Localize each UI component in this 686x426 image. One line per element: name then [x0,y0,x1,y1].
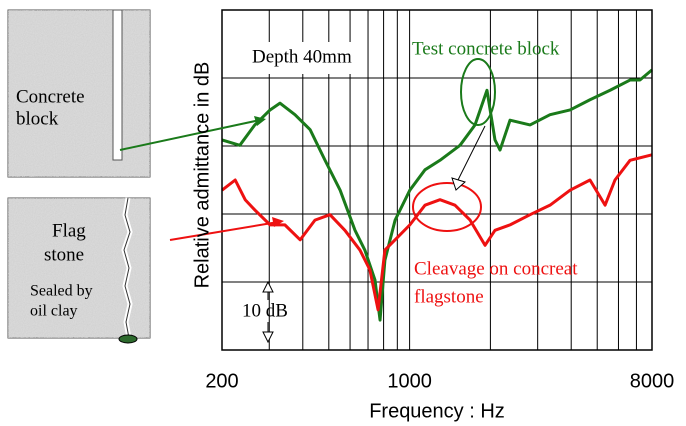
plot [221,68,653,322]
diagram-flagstone: Flag stone Sealed by oil clay [7,197,151,344]
annotation: Depth 40mm [252,46,352,67]
x-tick-label: 8000 [630,370,675,392]
diagram-label: Concrete [16,86,85,107]
annotation: flagstone [414,286,484,307]
x-tick-label: 1000 [387,370,432,392]
x-axis-label: Frequency : Hz [369,400,505,422]
annotation: Cleavage on concreat [414,258,578,279]
plot-frame [221,9,653,351]
x-tick-label: 200 [205,370,238,392]
annotation: Test concrete block [412,38,560,59]
series-line [221,153,653,312]
diagram-label: Flag [52,220,86,241]
y-axis-label: Relative admittance in dB [191,62,213,289]
annotation-shapes [119,42,496,344]
diagram-label: Sealed by [30,283,93,300]
diagram-label: oil clay [30,303,78,320]
diagram-block: Concrete block [7,9,151,178]
series-line [221,68,653,322]
annotation: 10 dB [242,300,288,321]
diagram-label: stone [44,244,84,265]
diagram-label: block [16,108,59,129]
